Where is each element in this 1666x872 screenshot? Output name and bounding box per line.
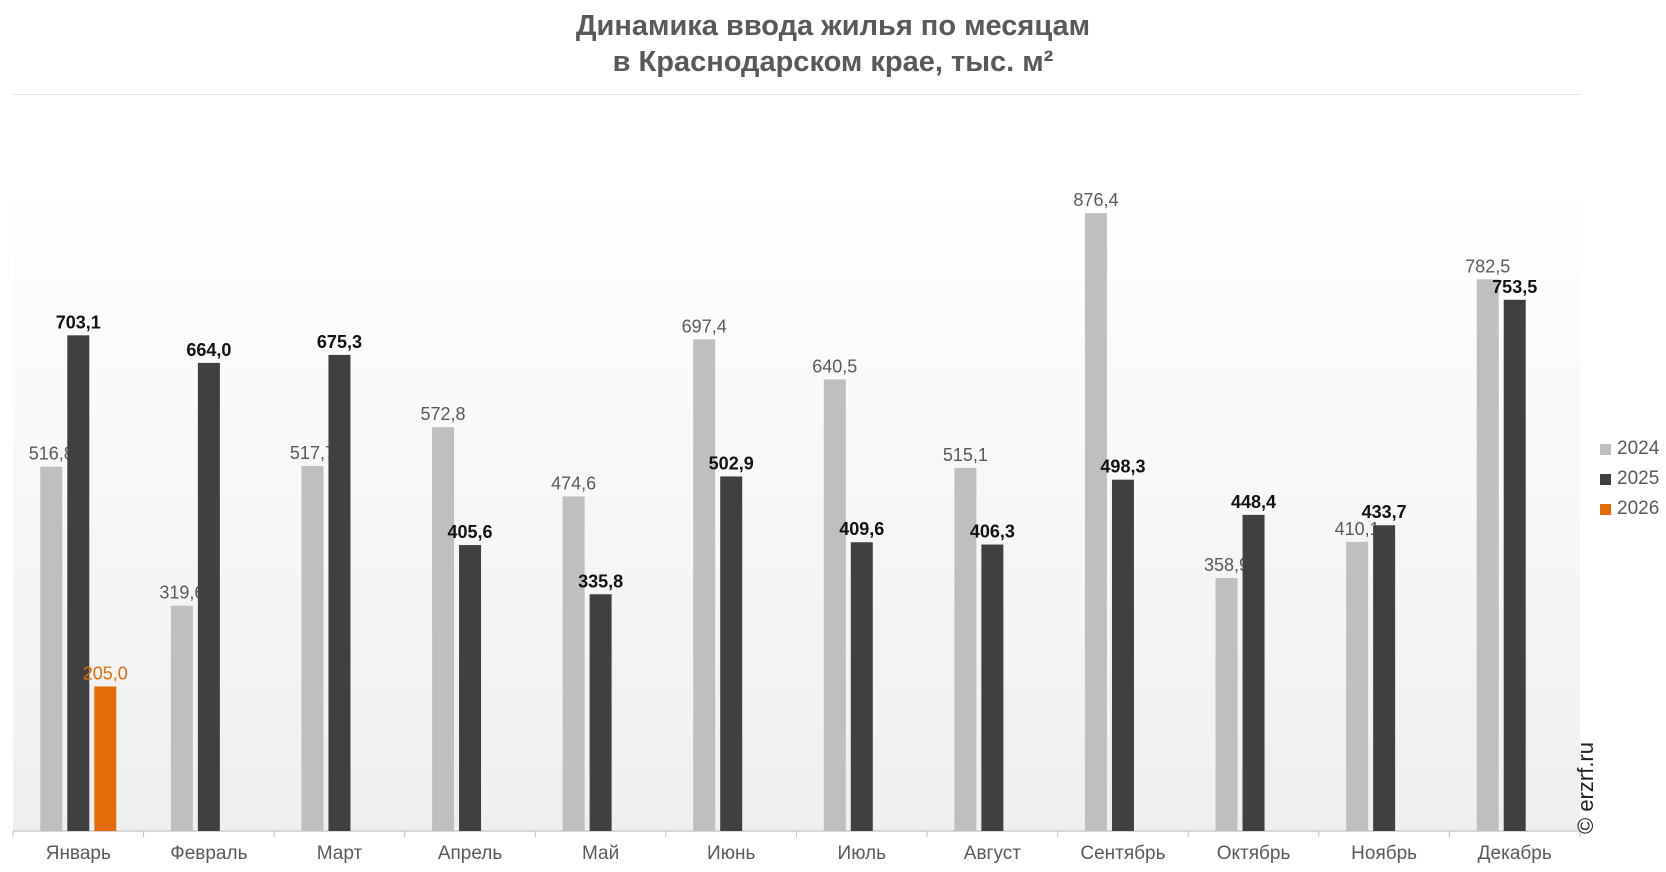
bar-2024-Май <box>562 496 585 831</box>
data-label-2024-Июнь: 697,4 <box>682 316 727 336</box>
bar-2024-Июль <box>823 379 846 831</box>
bar-2024-Декабрь <box>1476 279 1499 831</box>
bar-2025-Ноябрь <box>1373 525 1396 831</box>
data-label-2024-Август: 515,1 <box>943 445 988 465</box>
legend-label-2025: 2025 <box>1617 468 1660 489</box>
x-tick-label: Сентябрь <box>1080 843 1165 864</box>
legend-item-2024: 2024 <box>1600 434 1659 464</box>
data-label-2024-Январь: 516,8 <box>29 444 74 464</box>
legend-swatch-2025 <box>1600 473 1611 485</box>
data-label-2025-Январь: 703,1 <box>56 312 101 332</box>
x-tick-label: Декабрь <box>1478 843 1552 864</box>
legend-swatch-2026 <box>1600 503 1611 515</box>
bar-2025-Декабрь <box>1503 299 1526 832</box>
bar-2024-Январь <box>40 466 63 831</box>
data-label-2024-Апрель: 572,8 <box>421 404 466 424</box>
bar-2024-Август <box>954 467 977 831</box>
chart-title: Динамика ввода жилья по месяцам в Красно… <box>0 8 1666 80</box>
bar-2024-Июнь <box>693 339 716 831</box>
x-tick-label: Январь <box>46 843 111 864</box>
data-label-2026-Январь: 205,0 <box>83 663 128 683</box>
plot-area <box>13 94 1580 832</box>
data-label-2024-Ноябрь: 410,1 <box>1335 519 1380 539</box>
data-label-2024-Февраль: 319,6 <box>159 583 204 603</box>
bar-2024-Февраль <box>170 605 193 831</box>
legend-item-2025: 2025 <box>1600 464 1659 494</box>
legend-label-2024: 2024 <box>1617 438 1660 459</box>
x-tick-label: Ноябрь <box>1351 843 1417 864</box>
bar-2025-Июнь <box>720 476 743 831</box>
data-label-2025-Сентябрь: 498,3 <box>1100 457 1145 477</box>
data-label-2025-Ноябрь: 433,7 <box>1362 502 1407 522</box>
bar-2024-Сентябрь <box>1084 213 1107 831</box>
x-tick-label: Апрель <box>438 843 503 864</box>
bar-2025-Январь <box>67 335 90 831</box>
data-label-2024-Май: 474,6 <box>551 473 596 493</box>
x-tick-label: Июль <box>838 843 887 864</box>
bar-2024-Март <box>301 466 324 831</box>
data-label-2025-Декабрь: 753,5 <box>1492 277 1537 297</box>
data-label-2024-Декабрь: 782,5 <box>1465 256 1510 276</box>
x-tick-label: Октябрь <box>1217 843 1291 864</box>
data-label-2025-Февраль: 664,0 <box>186 340 231 360</box>
data-label-2025-Апрель: 405,6 <box>448 522 493 542</box>
data-label-2025-Март: 675,3 <box>317 332 362 352</box>
x-tick-label: Август <box>964 843 1021 864</box>
data-label-2025-Май: 335,8 <box>578 571 623 591</box>
bar-2025-Июль <box>850 542 873 831</box>
data-label-2025-Июнь: 502,9 <box>709 453 754 473</box>
data-label-2025-Август: 406,3 <box>970 522 1015 542</box>
x-tick-label: Май <box>582 843 619 864</box>
x-tick-label: Июнь <box>707 843 755 864</box>
legend-label-2026: 2026 <box>1617 498 1660 519</box>
bar-2025-Сентябрь <box>1111 479 1134 831</box>
bar-2025-Февраль <box>197 362 220 831</box>
data-label-2024-Июль: 640,5 <box>812 356 857 376</box>
data-label-2024-Сентябрь: 876,4 <box>1073 190 1118 210</box>
bar-2025-Октябрь <box>1242 514 1265 831</box>
data-label-2025-Октябрь: 448,4 <box>1231 492 1276 512</box>
bar-2026-Январь <box>94 686 117 831</box>
bar-2025-Март <box>328 354 351 831</box>
chart-title-line-1: Динамика ввода жилья по месяцам <box>575 10 1091 42</box>
chart-title-line-2: в Краснодарском крае, тыс. м² <box>612 46 1054 78</box>
legend-swatch-2024 <box>1600 443 1611 455</box>
data-label-2024-Октябрь: 358,9 <box>1204 555 1249 575</box>
data-label-2024-Март: 517,7 <box>290 443 335 463</box>
bar-2024-Октябрь <box>1215 577 1238 831</box>
legend: 2024 2025 2026 <box>1600 434 1659 524</box>
watermark-text: © erzrf.ru <box>1573 742 1598 834</box>
bar-2025-Апрель <box>459 545 482 831</box>
legend-item-2026: 2026 <box>1600 494 1659 524</box>
bar-2025-Август <box>981 544 1004 831</box>
bar-2025-Май <box>589 594 612 831</box>
data-label-2025-Июль: 409,6 <box>839 519 884 539</box>
x-tick-label: Март <box>317 843 363 864</box>
x-tick-label: Февраль <box>170 843 247 864</box>
bar-2024-Апрель <box>432 427 455 831</box>
bar-2024-Ноябрь <box>1346 541 1369 831</box>
